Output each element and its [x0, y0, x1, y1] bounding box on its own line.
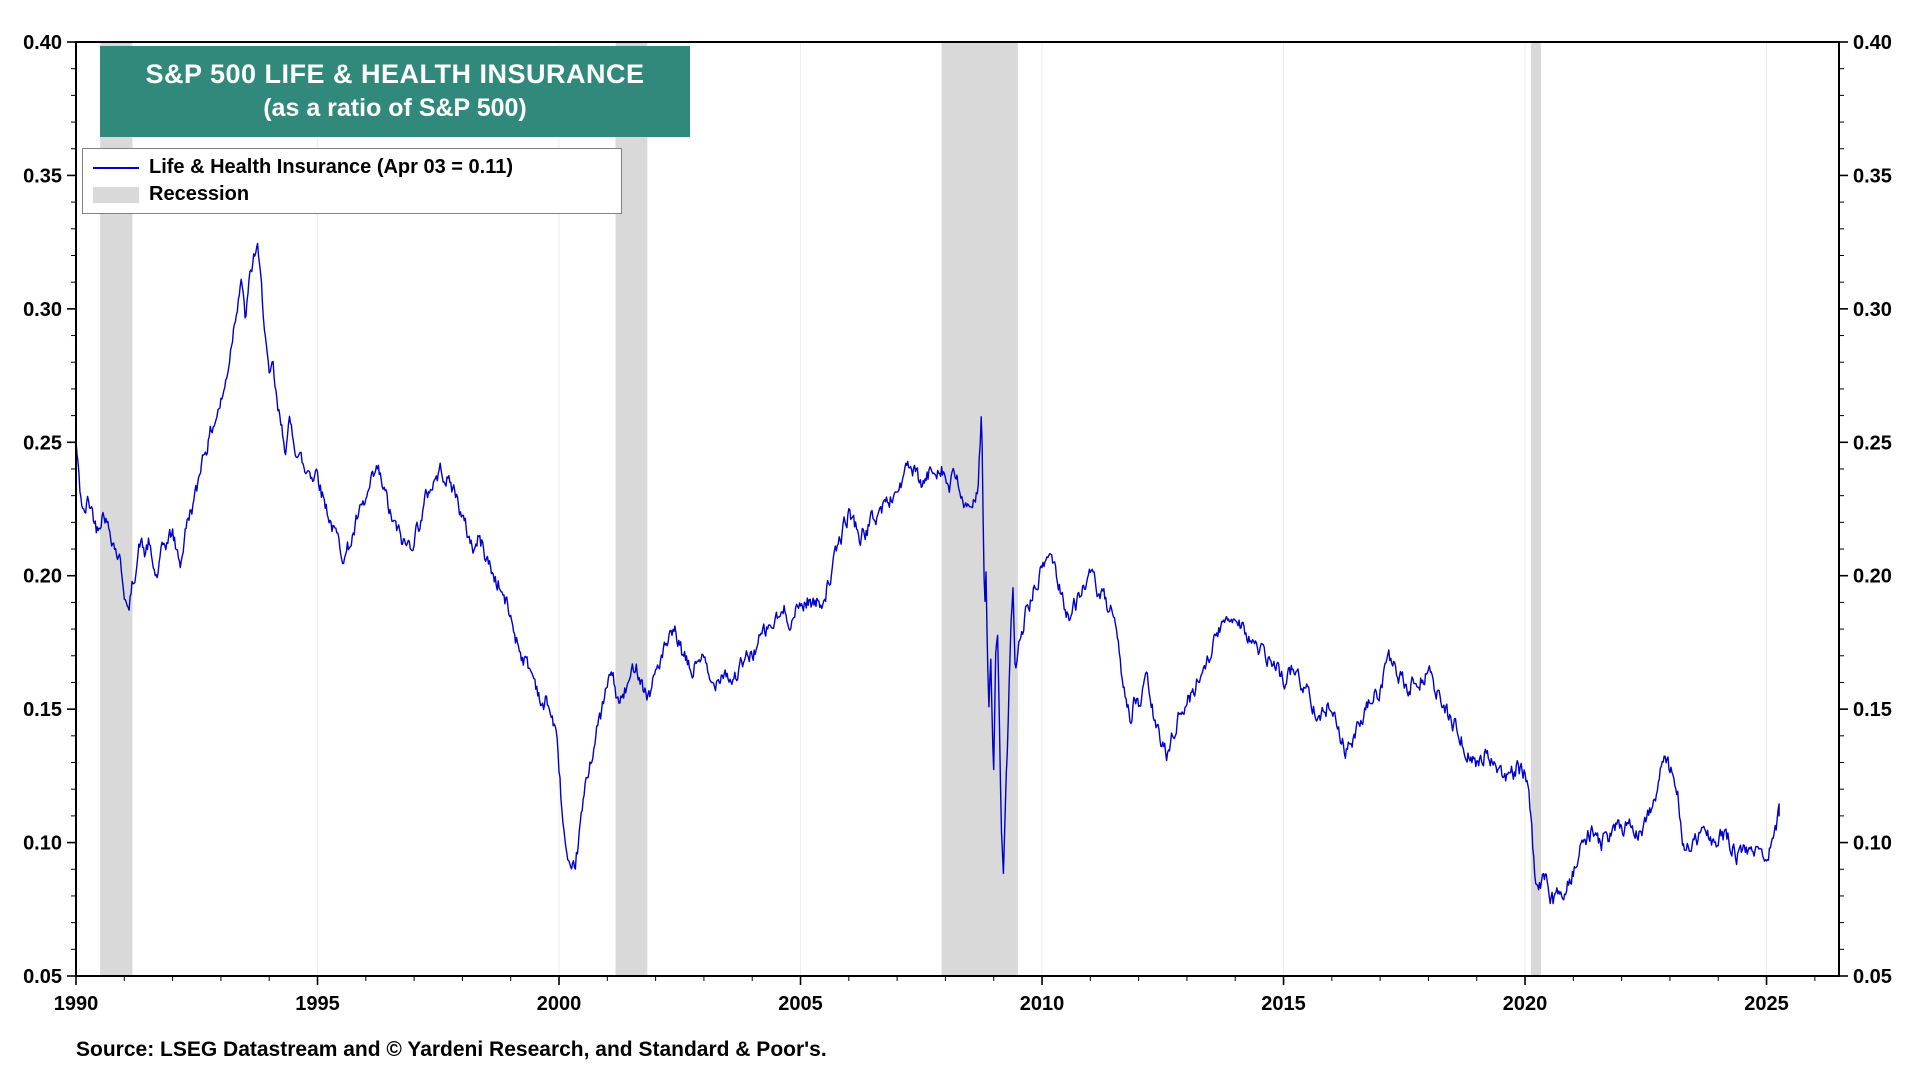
legend-series-label: Life & Health Insurance (Apr 03 = 0.11) [149, 156, 514, 178]
chart-subtitle: (as a ratio of S&P 500) [263, 94, 527, 122]
svg-text:2025: 2025 [1744, 993, 1789, 1015]
svg-text:0.05: 0.05 [23, 966, 62, 988]
legend-recession-label: Recession [149, 183, 250, 205]
chart-title: S&P 500 LIFE & HEALTH INSURANCE [145, 59, 645, 89]
chart-title-box: S&P 500 LIFE & HEALTH INSURANCE (as a ra… [100, 46, 690, 137]
legend-recession-swatch [93, 186, 139, 203]
svg-text:0.40: 0.40 [23, 32, 62, 54]
svg-text:2015: 2015 [1261, 993, 1306, 1015]
svg-text:0.40: 0.40 [1853, 32, 1892, 54]
svg-text:2005: 2005 [778, 993, 823, 1015]
svg-text:2000: 2000 [537, 993, 582, 1015]
svg-text:0.10: 0.10 [23, 833, 62, 855]
svg-text:2020: 2020 [1503, 993, 1548, 1015]
legend-item-series: Life & Health Insurance (Apr 03 = 0.11) [93, 154, 611, 181]
series-line-icon [93, 166, 139, 169]
legend-item-recession: Recession [93, 181, 611, 208]
svg-text:1995: 1995 [295, 993, 340, 1015]
svg-text:0.30: 0.30 [23, 299, 62, 321]
svg-text:0.10: 0.10 [1853, 833, 1892, 855]
svg-text:0.35: 0.35 [1853, 165, 1892, 187]
svg-text:0.05: 0.05 [1853, 966, 1892, 988]
svg-text:0.30: 0.30 [1853, 299, 1892, 321]
svg-text:0.15: 0.15 [1853, 699, 1892, 721]
legend-line-swatch [93, 166, 139, 169]
source-note: Source: LSEG Datastream and © Yardeni Re… [76, 1038, 827, 1061]
svg-text:0.25: 0.25 [1853, 432, 1892, 454]
svg-text:0.15: 0.15 [23, 699, 62, 721]
svg-text:0.20: 0.20 [1853, 566, 1892, 588]
legend: Life & Health Insurance (Apr 03 = 0.11) … [82, 148, 622, 214]
svg-text:0.35: 0.35 [23, 165, 62, 187]
svg-text:0.20: 0.20 [23, 566, 62, 588]
svg-text:2010: 2010 [1020, 993, 1065, 1015]
svg-text:1990: 1990 [54, 993, 99, 1015]
svg-text:0.25: 0.25 [23, 432, 62, 454]
recession-band-icon [93, 186, 139, 203]
